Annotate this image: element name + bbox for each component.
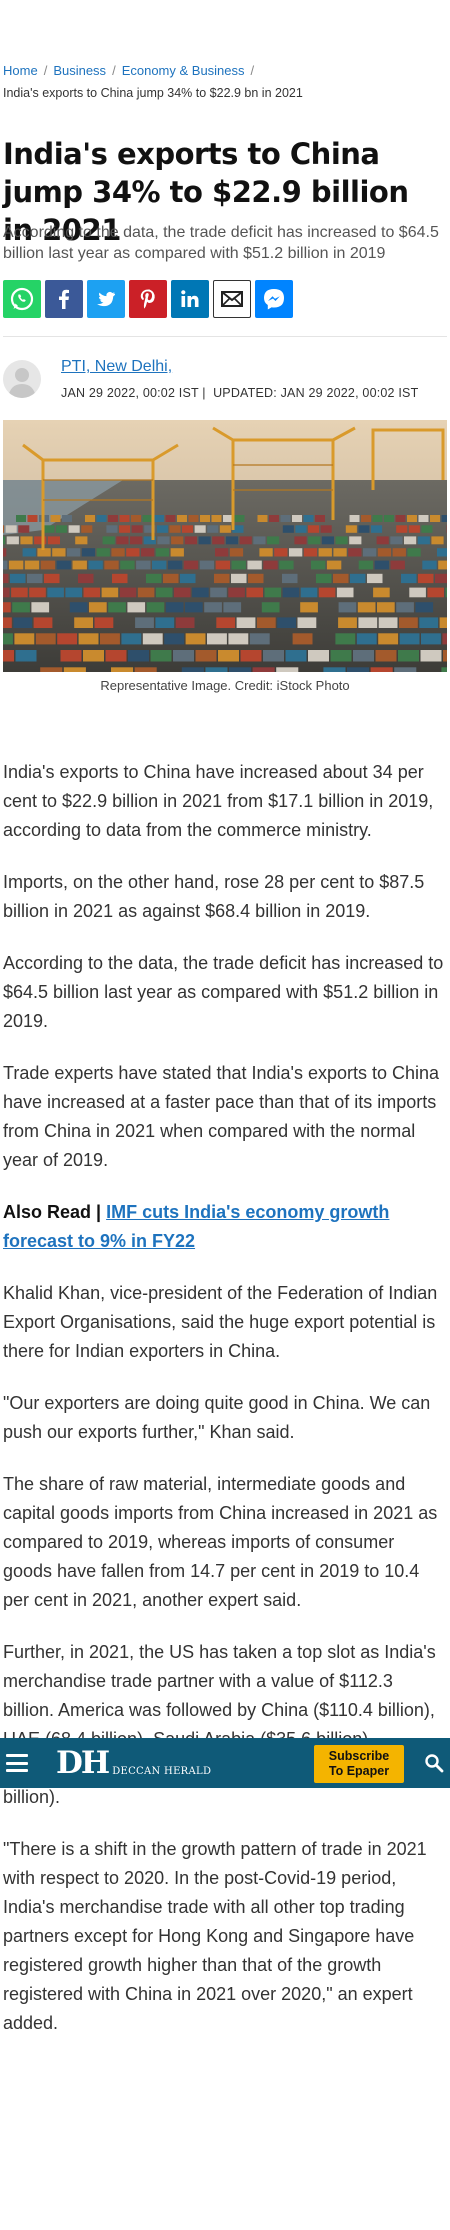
article-paragraph: "There is a shift in the growth pattern …: [3, 1839, 427, 2033]
container-port-image: [3, 420, 447, 672]
breadcrumb-economy-business[interactable]: Economy & Business: [121, 63, 245, 78]
date-separator: |: [198, 386, 214, 400]
page-title: India's exports to China jump 34% to $22…: [3, 137, 409, 247]
facebook-icon: [59, 289, 69, 309]
logo-name: DECCAN HERALD: [112, 1766, 212, 1777]
author-link[interactable]: PTI, New Delhi,: [61, 358, 173, 375]
messenger-share-button[interactable]: [255, 280, 293, 318]
logo-mark: DH: [56, 1745, 110, 1781]
twitter-icon: [97, 291, 115, 307]
email-icon: [221, 291, 243, 307]
twitter-share-button[interactable]: [87, 280, 125, 318]
breadcrumb-separator: /: [250, 63, 255, 78]
article-paragraph: The share of raw material, intermediate …: [3, 1474, 438, 1610]
divider: [3, 336, 447, 337]
pinterest-share-button[interactable]: [129, 280, 167, 318]
article-paragraph: Trade experts have stated that India's e…: [3, 1063, 440, 1170]
search-icon[interactable]: [424, 1753, 444, 1773]
breadcrumb: Home / Business / Economy & Business / India'…: [3, 60, 447, 104]
epaper-line2: To Epaper: [328, 1764, 390, 1778]
also-read-label: Also Read |: [3, 1202, 102, 1222]
article-body: India's exports to China have increased …: [3, 758, 447, 2061]
sticky-header: DH DECCAN HERALD Subscribe To Epaper: [0, 1738, 450, 1788]
author-avatar: [3, 360, 41, 398]
updated-date: UPDATED: JAN 29 2022, 00:02 IST: [213, 386, 419, 400]
article-subtitle: According to the data, the trade deficit…: [3, 224, 439, 262]
image-caption: Representative Image. Credit: iStock Pho…: [100, 678, 350, 693]
breadcrumb-business[interactable]: Business: [53, 63, 107, 78]
linkedin-share-button[interactable]: [171, 280, 209, 318]
pinterest-icon: [140, 289, 155, 309]
breadcrumb-current: India's exports to China jump 34% to $22…: [3, 86, 303, 100]
breadcrumb-separator: /: [112, 63, 116, 78]
hero-image: [3, 420, 447, 672]
article-paragraph: Imports, on the other hand, rose 28 per …: [3, 872, 425, 921]
site-logo[interactable]: DH DECCAN HERALD: [56, 1746, 211, 1780]
also-read: Also Read | IMF cuts India's economy gro…: [3, 1198, 447, 1256]
published-date: JAN 29 2022, 00:02 IST: [61, 386, 199, 400]
article-paragraph: India's exports to China have increased …: [3, 762, 434, 840]
menu-icon[interactable]: [6, 1754, 28, 1772]
linkedin-icon: [181, 290, 199, 307]
whatsapp-icon: [10, 287, 34, 311]
messenger-icon: [264, 289, 284, 310]
article-paragraph: According to the data, the trade deficit…: [3, 953, 444, 1031]
user-icon: [8, 368, 36, 398]
subscribe-epaper-button[interactable]: Subscribe To Epaper: [314, 1745, 404, 1783]
share-bar: [3, 280, 293, 318]
whatsapp-share-button[interactable]: [3, 280, 41, 318]
article-paragraph: "Our exporters are doing quite good in C…: [3, 1393, 431, 1442]
also-read-link[interactable]: IMF cuts India's economy growth forecast…: [3, 1202, 390, 1251]
breadcrumb-separator: /: [43, 63, 48, 78]
breadcrumb-home[interactable]: Home: [3, 63, 38, 78]
byline: PTI, New Delhi, JAN 29 2022, 00:02 IST |…: [3, 352, 447, 412]
article-dates: JAN 29 2022, 00:02 IST | UPDATED: JAN 29…: [61, 386, 418, 400]
email-share-button[interactable]: [213, 280, 251, 318]
facebook-share-button[interactable]: [45, 280, 83, 318]
article-paragraph: Khalid Khan, vice-president of the Feder…: [3, 1283, 438, 1361]
epaper-line1: Subscribe: [328, 1749, 390, 1763]
